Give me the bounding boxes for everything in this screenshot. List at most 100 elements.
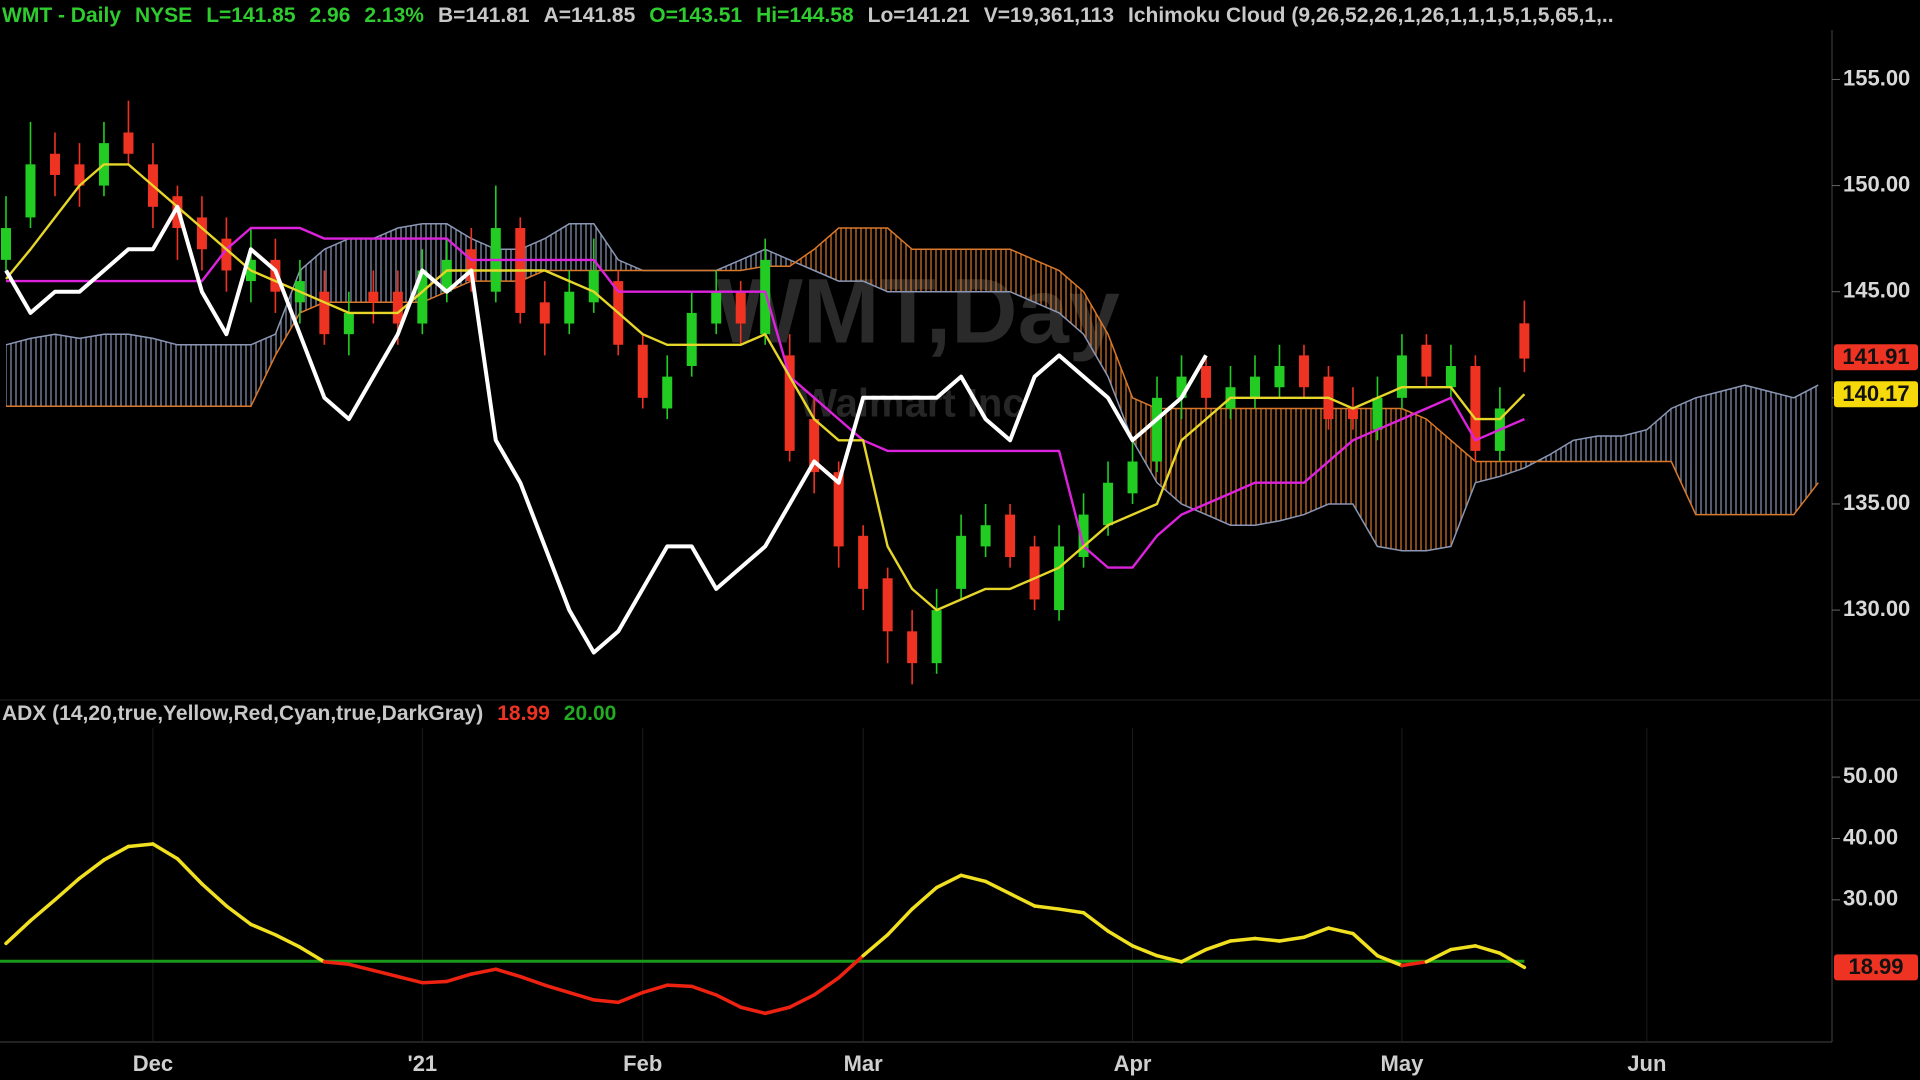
adx-segment [1473, 944, 1502, 955]
header-text: 2.13% [364, 4, 424, 27]
cloud-segment [887, 228, 913, 292]
indicator-line [4, 204, 1208, 655]
cloud-segment [569, 223, 594, 271]
adx-segment [1253, 936, 1282, 943]
price-marker [1834, 954, 1918, 981]
adx-segment [959, 873, 988, 884]
cloud-segment [103, 334, 129, 407]
price-marker-label: 141.91 [1842, 344, 1909, 369]
adx-segment [1032, 904, 1061, 911]
candle-body [735, 291, 746, 324]
cloud-segment [1352, 408, 1378, 547]
candle-body [1029, 546, 1040, 600]
candle-body [49, 153, 60, 175]
adx-segment [347, 962, 376, 973]
candle-body [1421, 344, 1432, 377]
cloud-segment [79, 334, 104, 407]
candle-body [1103, 482, 1114, 526]
cloud-segment [1254, 408, 1280, 526]
adx-segment [640, 983, 669, 995]
adx-segment [1302, 926, 1331, 940]
indicator-line [6, 226, 1525, 569]
cloud-segment [1744, 385, 1770, 515]
cloud-segment [1401, 408, 1427, 551]
cloud-segment [593, 223, 619, 271]
candle-body [784, 355, 795, 451]
header-text: L=141.85 [206, 4, 296, 27]
adx-segment [592, 998, 620, 1005]
price-marker-label: 140.17 [1842, 381, 1909, 406]
candle-body [1201, 366, 1212, 398]
adx-segment [1326, 926, 1355, 936]
cloud-segment [1377, 408, 1402, 551]
candle-body [343, 312, 354, 335]
adx-segment [1106, 929, 1135, 948]
candle-body [980, 525, 991, 547]
candle-body [1005, 514, 1016, 558]
cloud-segment [789, 249, 815, 271]
adx-segment [200, 882, 229, 908]
adx-segment [616, 990, 645, 1005]
adx-segment [1179, 947, 1208, 964]
adx-segment [273, 933, 302, 949]
adx-segment [836, 953, 865, 980]
candle-body [1274, 366, 1285, 388]
adx-segment [738, 1005, 767, 1016]
adx-segment [1057, 907, 1086, 915]
cloud-segment [863, 228, 888, 292]
cloud-segment [128, 334, 153, 407]
cloud-segment [275, 270, 300, 356]
cloud-segment [30, 334, 55, 407]
cloud-segment [1769, 391, 1794, 515]
header-text: O=143.51 [649, 4, 743, 27]
adx-segment [910, 885, 939, 911]
y-tick-label: 150.00 [1843, 171, 1910, 196]
watermark: Walmart Inc [799, 382, 1024, 426]
cloud-segment [912, 249, 937, 292]
cloud-segment [152, 338, 178, 407]
candle-body [686, 312, 697, 366]
candle-body [1519, 323, 1530, 359]
adx-segment [298, 945, 327, 964]
adx-segment [1400, 960, 1429, 968]
adx-segment [1228, 936, 1257, 943]
adx-segment [1130, 944, 1159, 958]
adx-segment [151, 842, 180, 861]
candle-body [1078, 514, 1089, 558]
header-text: WMT - Daily [2, 4, 121, 27]
cloud-span-line [5, 223, 1819, 552]
adx-segment [934, 873, 963, 890]
candle-body [564, 291, 575, 324]
adx-segment [1155, 953, 1184, 964]
price-marker [1834, 344, 1918, 371]
cloud-segment [1695, 391, 1721, 515]
candle-body [221, 238, 232, 271]
header-text: Lo=141.21 [867, 4, 970, 27]
adx-segment [1351, 931, 1380, 958]
adx-segment [469, 967, 498, 976]
header-text: 20.00 [563, 702, 617, 725]
cloud-segment [1083, 291, 1109, 377]
cloud-segment [201, 344, 227, 407]
adx-segment [224, 904, 253, 927]
cloud-segment [1328, 408, 1353, 504]
cloud-segment [1157, 408, 1182, 504]
candle-body [539, 302, 550, 324]
header-text: V=19,361,113 [983, 4, 1114, 27]
x-tick-label: Feb [623, 1051, 662, 1076]
cloud-segment [1181, 408, 1207, 515]
adx-segment [1498, 951, 1527, 970]
cloud-segment [1034, 259, 1060, 313]
cloud-segment [838, 228, 864, 282]
cloud-segment [1720, 385, 1745, 515]
candle-body [931, 610, 942, 664]
candle-body [368, 291, 379, 303]
y-tick-label: 130.00 [1843, 596, 1910, 621]
header-text: A=141.85 [543, 4, 636, 27]
adx-segment [543, 983, 572, 995]
candle-body [319, 291, 330, 335]
adx-segment [371, 968, 400, 979]
adx-segment [567, 990, 596, 1002]
y-tick-label: 145.00 [1843, 278, 1910, 303]
